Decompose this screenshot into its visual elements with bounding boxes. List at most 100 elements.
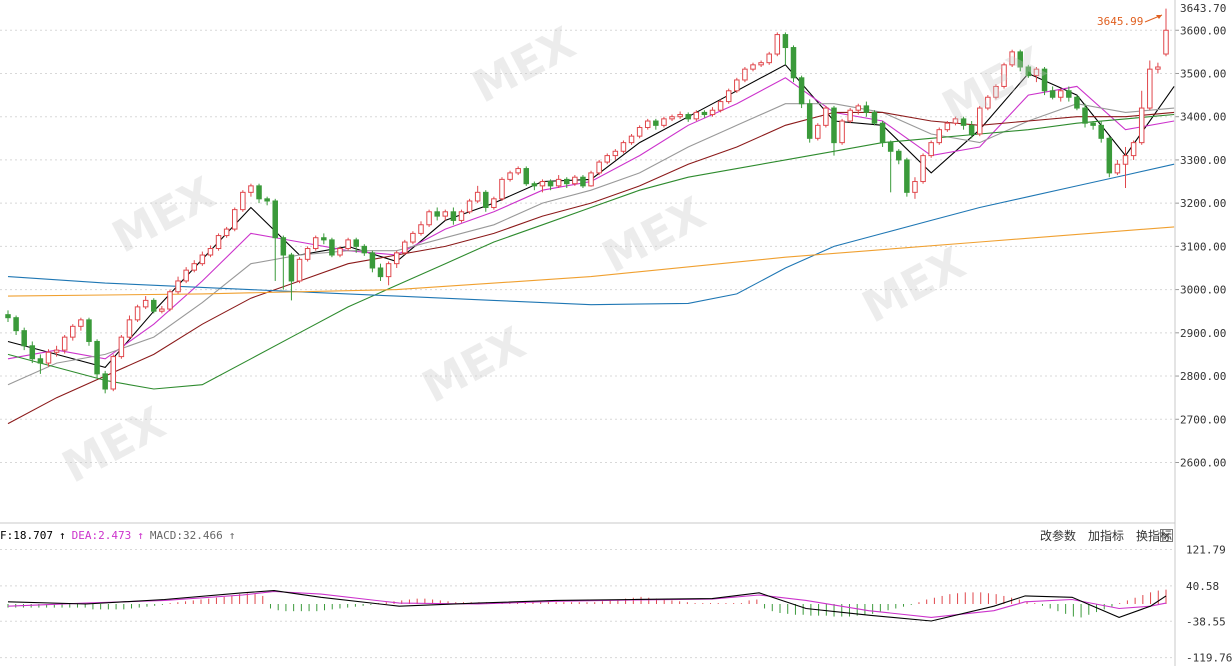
candle-down — [329, 239, 335, 256]
candle-up — [345, 239, 351, 250]
candle-up — [669, 116, 675, 120]
candle-up — [507, 172, 513, 180]
candle-up — [944, 122, 951, 131]
ma60-line — [7, 113, 1175, 390]
candle-down — [1090, 122, 1096, 126]
price-tick-label: 3100.00 — [1180, 240, 1226, 253]
price-tick-label: 3300.00 — [1180, 154, 1226, 167]
candle-up — [134, 306, 141, 321]
candle-up — [612, 150, 619, 157]
candle-up — [393, 252, 400, 265]
candle-up — [402, 241, 408, 254]
candle-up — [766, 53, 772, 64]
candle-up — [936, 129, 943, 144]
candle-up — [976, 107, 983, 135]
up-arrow-icon: ↑ — [228, 529, 236, 542]
candle-down — [5, 314, 11, 319]
candle-up — [539, 181, 546, 187]
candle-up — [620, 142, 627, 152]
candle-up — [231, 209, 238, 230]
candle-down — [1098, 124, 1104, 139]
candle-down — [264, 198, 270, 202]
candle-down — [280, 237, 287, 256]
change-params-button[interactable]: 改参数 — [1039, 529, 1076, 543]
candle-down — [102, 373, 108, 390]
candle-down — [871, 111, 878, 124]
candle-up — [717, 101, 724, 111]
candle-up — [750, 64, 756, 70]
candle-down — [806, 103, 813, 139]
candle-up — [952, 118, 959, 124]
candle-down — [450, 211, 457, 221]
candle-up — [248, 185, 254, 193]
add-indicator-button[interactable]: 加指标 — [1087, 529, 1124, 543]
candle-up — [53, 349, 60, 353]
candle-up — [734, 79, 740, 92]
candle-up — [815, 124, 821, 139]
price-tick-label: 2700.00 — [1180, 413, 1226, 426]
candle-up — [175, 280, 181, 293]
candle-up — [337, 248, 343, 256]
indicator-tools: 改参数 加指标 换指标 — [1040, 527, 1172, 544]
candle-down — [288, 254, 295, 282]
candle-up — [515, 168, 521, 174]
price-tick-label: 3600.00 — [1180, 24, 1226, 37]
candle-up — [1147, 68, 1153, 109]
candle-up — [588, 172, 594, 187]
candle-down — [483, 191, 489, 208]
dea-line — [7, 590, 1167, 618]
candle-up — [410, 232, 416, 243]
price-tick-label: 2900.00 — [1180, 327, 1226, 340]
macd-histogram — [7, 589, 1167, 618]
candle-up — [1057, 90, 1064, 98]
close-icon[interactable]: × — [1160, 529, 1173, 542]
candle-up — [725, 90, 732, 103]
price-tick-label: 2600.00 — [1180, 456, 1226, 469]
candle-up — [912, 181, 918, 193]
ma20-line — [7, 103, 1175, 386]
candle-down — [960, 118, 967, 126]
candle-up — [928, 142, 934, 157]
ma5-line — [7, 64, 1175, 369]
candle-down — [321, 237, 327, 241]
candle-up — [1138, 107, 1145, 144]
main-grid — [0, 29, 1175, 463]
switch-indicator-button[interactable]: 换指标 — [1135, 529, 1172, 543]
last-price-marker: 3645.99 — [1097, 14, 1163, 28]
candle-up — [644, 120, 651, 129]
candle-up — [199, 254, 206, 265]
arrow-head-icon — [1156, 15, 1162, 19]
candle-up — [442, 211, 449, 217]
candle-up — [418, 224, 424, 234]
up-arrow-icon: ↑ — [58, 529, 66, 542]
up-arrow-icon: ↑ — [137, 529, 144, 542]
candle-up — [126, 319, 133, 338]
candle-down — [94, 340, 100, 375]
candle-down — [272, 200, 278, 239]
candle-up — [1114, 163, 1121, 174]
candle-down — [29, 345, 36, 360]
candle-up — [78, 319, 84, 327]
candle-up — [223, 228, 230, 237]
macd-tick-label: 121.79 — [1186, 543, 1226, 556]
candle-up — [742, 68, 748, 81]
candle-down — [1082, 107, 1088, 124]
candle-up — [426, 211, 432, 226]
last-price-label: 3645.99 — [1097, 15, 1143, 28]
candle-up — [458, 211, 465, 221]
candle-up — [661, 118, 667, 126]
candle-up — [296, 258, 303, 282]
candle-up — [847, 109, 853, 122]
candle-up — [1163, 29, 1169, 55]
candle-up — [855, 105, 862, 111]
candle-down — [434, 211, 440, 217]
candle-down — [13, 317, 19, 332]
candle-down — [685, 114, 691, 120]
candle-up — [466, 200, 473, 213]
candle-up — [207, 248, 214, 256]
candle-down — [896, 150, 902, 161]
candle-down — [904, 159, 910, 193]
price-tick-label: 3500.00 — [1180, 67, 1226, 80]
candle-down — [547, 181, 554, 187]
